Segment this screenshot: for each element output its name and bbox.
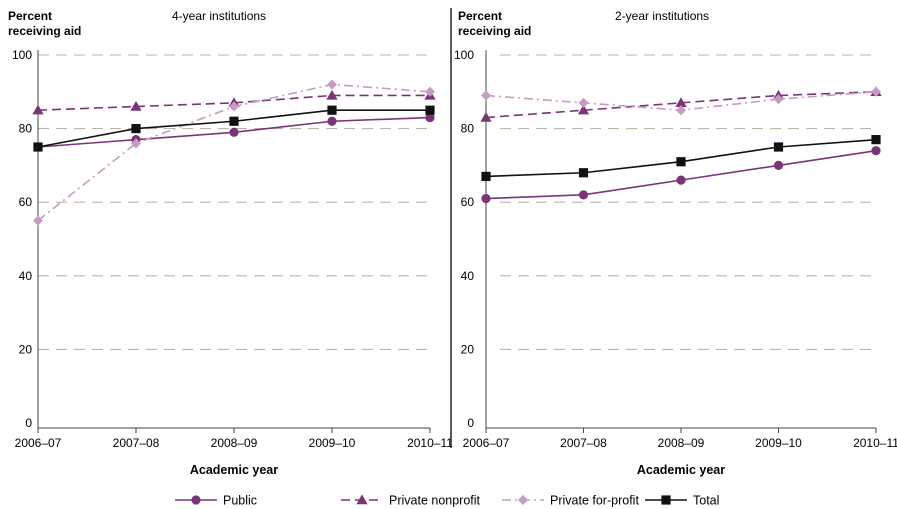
x-tick-label: 2007–08 <box>560 436 607 450</box>
data-point-public <box>871 146 881 156</box>
legend-item-public: Public <box>175 494 257 508</box>
x-axis-label: Academic year <box>637 463 725 477</box>
y-tick-label: 20 <box>19 342 33 356</box>
data-point-public <box>425 112 435 123</box>
panel-title: 4-year institutions <box>172 9 266 23</box>
legend-label: Private for-profit <box>550 494 639 508</box>
data-point-private-forprofit <box>871 86 881 97</box>
panel-title: 2-year institutions <box>615 9 709 23</box>
x-tick-label: 2010–11 <box>407 436 453 450</box>
data-point-total <box>229 116 239 126</box>
data-point-private-nonprofit <box>130 100 142 111</box>
data-point-private-nonprofit <box>675 97 687 108</box>
y-tick-label: 60 <box>461 195 475 209</box>
data-point-public <box>327 116 337 126</box>
data-point-private-forprofit <box>425 86 435 97</box>
legend-marker <box>518 495 528 505</box>
x-axis-label: Academic year <box>190 463 278 477</box>
y-tick-label: 0 <box>467 416 474 430</box>
legend-item-private-forprofit: Private for-profit <box>502 494 639 508</box>
legend-marker <box>661 495 671 505</box>
x-tick-label: 2008–09 <box>211 436 258 450</box>
x-tick-label: 2008–09 <box>658 436 705 450</box>
x-tick-label: 2006–07 <box>463 436 510 450</box>
x-tick-label: 2009–10 <box>309 436 356 450</box>
data-point-private-nonprofit <box>326 89 338 100</box>
x-tick-label: 2009–10 <box>755 436 802 450</box>
data-point-total <box>327 105 337 115</box>
legend-label: Public <box>223 494 257 508</box>
y-tick-label: 40 <box>19 269 33 283</box>
legend-marker <box>191 495 201 505</box>
y-tick-label: 80 <box>461 122 475 136</box>
data-point-total <box>676 157 686 167</box>
data-point-private-forprofit <box>578 97 589 108</box>
data-point-total <box>33 142 43 152</box>
legend-item-private-nonprofit: Private nonprofit <box>341 494 481 508</box>
x-tick-label: 2007–08 <box>113 436 160 450</box>
data-point-private-forprofit <box>327 79 337 90</box>
y-tick-label: 60 <box>19 195 33 209</box>
y-tick-label: 100 <box>12 48 32 62</box>
data-point-private-forprofit <box>676 105 686 116</box>
data-point-public <box>676 175 686 185</box>
x-tick-label: 2006–07 <box>15 436 62 450</box>
legend: Public Private nonprofit Private for-profi… <box>175 494 719 508</box>
data-point-private-nonprofit <box>480 111 492 122</box>
x-tick-label: 2010–11 <box>853 436 897 450</box>
y-tick-label: 100 <box>454 48 474 62</box>
y-tick-label: 0 <box>25 416 32 430</box>
y-axis-label: Percent <box>458 9 502 23</box>
data-point-private-forprofit <box>131 138 141 149</box>
data-point-total <box>481 171 491 182</box>
data-point-total <box>871 135 881 145</box>
legend-label: Total <box>693 494 719 508</box>
series-line-private-nonprofit <box>485 91 877 119</box>
legend-item-total: Total <box>645 494 719 508</box>
data-point-private-forprofit <box>773 94 784 105</box>
data-point-public <box>578 190 589 200</box>
data-point-public <box>229 127 239 137</box>
y-axis-label: Percent <box>8 9 52 23</box>
y-axis-label: receiving aid <box>458 24 531 38</box>
data-point-public <box>773 160 784 170</box>
data-point-total <box>131 124 141 134</box>
data-point-private-nonprofit <box>577 104 590 115</box>
y-axis-label: receiving aid <box>8 24 81 38</box>
legend-label: Private nonprofit <box>389 494 481 508</box>
y-tick-label: 20 <box>461 342 475 356</box>
data-point-private-forprofit <box>229 101 239 112</box>
data-point-private-forprofit <box>481 90 491 101</box>
data-point-private-forprofit <box>33 215 43 226</box>
y-tick-label: 40 <box>461 269 475 283</box>
data-point-total <box>773 142 784 152</box>
y-tick-label: 80 <box>19 122 33 136</box>
data-point-total <box>425 105 435 115</box>
data-point-private-nonprofit <box>32 104 44 115</box>
data-point-public <box>481 193 491 204</box>
data-point-total <box>578 168 589 178</box>
legend-marker <box>356 494 368 505</box>
